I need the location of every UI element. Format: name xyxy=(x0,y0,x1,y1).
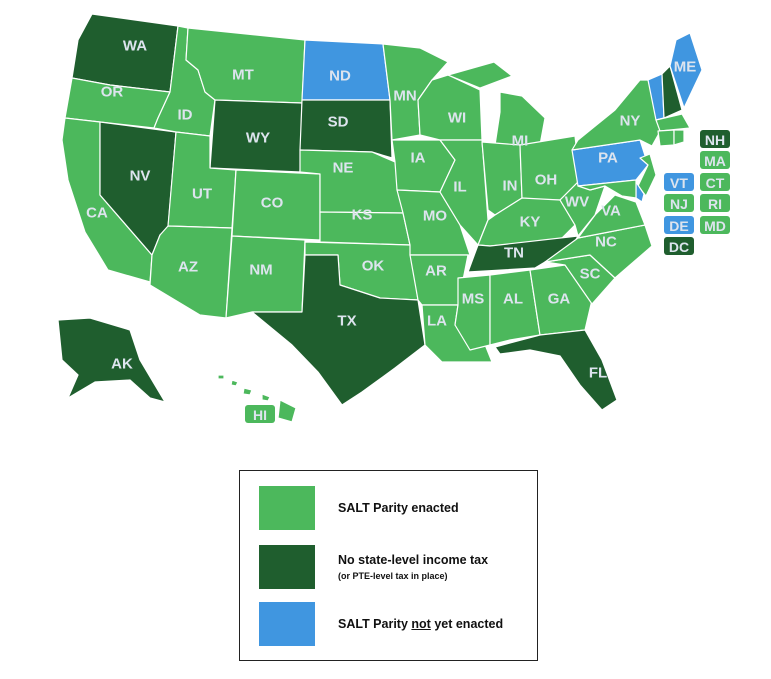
state-ny[interactable] xyxy=(571,79,663,151)
state-box-de[interactable] xyxy=(664,216,694,234)
state-hi-island[interactable] xyxy=(261,393,271,402)
legend-label-pre: SALT Parity xyxy=(338,617,412,631)
state-label-al: AL xyxy=(503,291,523,308)
legend: SALT Parity enacted No state-level incom… xyxy=(239,470,538,661)
state-label-tx: TX xyxy=(337,313,356,330)
legend-label-group: No state-level income tax (or PTE-level … xyxy=(338,553,488,581)
state-nj[interactable] xyxy=(637,153,657,197)
state-hi[interactable] xyxy=(217,374,225,380)
state-label-sd: SD xyxy=(328,114,349,131)
state-label-or: OR xyxy=(101,84,124,101)
legend-item-no-income-tax: No state-level income tax (or PTE-level … xyxy=(259,545,488,589)
state-fl[interactable] xyxy=(494,329,618,411)
state-label-mo: MO xyxy=(423,208,447,225)
state-label-hi: HI xyxy=(253,407,267,423)
state-hi-island[interactable] xyxy=(230,379,239,387)
state-label-me: ME xyxy=(674,59,697,76)
state-label-vt: VT xyxy=(670,175,688,191)
state-label-ut: UT xyxy=(192,186,212,203)
state-ma[interactable] xyxy=(655,113,691,132)
state-label-ga: GA xyxy=(548,291,571,308)
state-label-ks: KS xyxy=(352,207,373,224)
state-label-nc: NC xyxy=(595,234,617,251)
legend-item-not-enacted: SALT Parity not yet enacted xyxy=(259,602,503,646)
state-hi-island[interactable] xyxy=(277,399,297,423)
state-label-wi: WI xyxy=(448,110,466,127)
state-mi[interactable] xyxy=(447,61,513,89)
state-label-ne: NE xyxy=(333,160,354,177)
state-label-ny: NY xyxy=(620,113,641,130)
state-box-ri[interactable] xyxy=(700,194,730,212)
state-label-sc: SC xyxy=(580,266,601,283)
state-label-ri: RI xyxy=(708,196,722,212)
state-label-ky: KY xyxy=(520,214,541,231)
state-label-ct: CT xyxy=(706,175,725,191)
state-box-ma[interactable] xyxy=(700,151,730,169)
state-hi-island[interactable] xyxy=(242,387,253,396)
state-box-hi[interactable] xyxy=(245,405,275,423)
state-label-nm: NM xyxy=(249,262,272,279)
state-label-tn: TN xyxy=(504,245,524,262)
state-label-id: ID xyxy=(178,107,193,124)
legend-swatch-enacted xyxy=(259,486,315,530)
state-label-ma: MA xyxy=(704,153,726,169)
state-label-pa: PA xyxy=(598,150,618,167)
state-label-az: AZ xyxy=(178,259,198,276)
state-ri[interactable] xyxy=(673,129,685,146)
state-label-oh: OH xyxy=(535,172,558,189)
state-label-mi: MI xyxy=(512,133,529,150)
state-label-ca: CA xyxy=(86,205,108,222)
state-md[interactable] xyxy=(577,179,637,199)
legend-label: SALT Parity not yet enacted xyxy=(338,617,503,631)
state-label-la: LA xyxy=(427,313,447,330)
state-label-nj: NJ xyxy=(670,196,688,212)
state-label-nd: ND xyxy=(329,68,351,85)
state-box-md[interactable] xyxy=(700,216,730,234)
legend-swatch-not-enacted xyxy=(259,602,315,646)
legend-label: No state-level income tax xyxy=(338,553,489,567)
state-label-nh: NH xyxy=(705,132,725,148)
state-label-wy: WY xyxy=(246,130,270,147)
state-label-ak: AK xyxy=(111,356,133,373)
state-ct[interactable] xyxy=(657,129,675,147)
legend-sublabel: (or PTE-level tax in place) xyxy=(338,571,448,581)
state-label-dc: DC xyxy=(669,239,689,255)
us-map: WA OR CA NV ID MT WY UT CO AZ NM ND SD NE KS OK TX MN IA MO… xyxy=(57,13,730,423)
state-ak[interactable] xyxy=(57,317,166,403)
legend-label: SALT Parity enacted xyxy=(338,501,459,515)
state-label-wv: WV xyxy=(565,194,589,211)
state-box-nj[interactable] xyxy=(664,194,694,212)
legend-label-post: yet enacted xyxy=(430,617,504,631)
state-sd[interactable] xyxy=(299,99,393,159)
state-label-md: MD xyxy=(704,218,726,234)
state-box-dc[interactable] xyxy=(664,237,694,255)
state-tx[interactable] xyxy=(251,254,426,406)
state-label-ia: IA xyxy=(411,150,426,167)
state-label-in: IN xyxy=(503,178,518,195)
state-box-nh[interactable] xyxy=(700,130,730,148)
state-label-co: CO xyxy=(261,195,284,212)
state-box-ct[interactable] xyxy=(700,173,730,191)
state-label-mt: MT xyxy=(232,67,254,84)
state-label-wa: WA xyxy=(123,38,147,55)
state-label-il: IL xyxy=(453,179,466,196)
state-label-mn: MN xyxy=(393,88,416,105)
state-label-ok: OK xyxy=(362,258,385,275)
state-label-de: DE xyxy=(669,218,688,234)
state-label-nv: NV xyxy=(130,168,151,185)
state-me[interactable] xyxy=(669,32,703,109)
legend-item-enacted: SALT Parity enacted xyxy=(259,486,459,530)
state-label-ar: AR xyxy=(425,263,447,280)
state-box-vt[interactable] xyxy=(664,173,694,191)
state-label-va: VA xyxy=(601,203,621,220)
state-label-ms: MS xyxy=(462,291,485,308)
state-label-fl: FL xyxy=(589,365,607,382)
legend-label-underline: not xyxy=(411,617,431,631)
legend-swatch-no-income-tax xyxy=(259,545,315,589)
state-al[interactable] xyxy=(489,269,541,346)
state-nh[interactable] xyxy=(661,65,683,119)
